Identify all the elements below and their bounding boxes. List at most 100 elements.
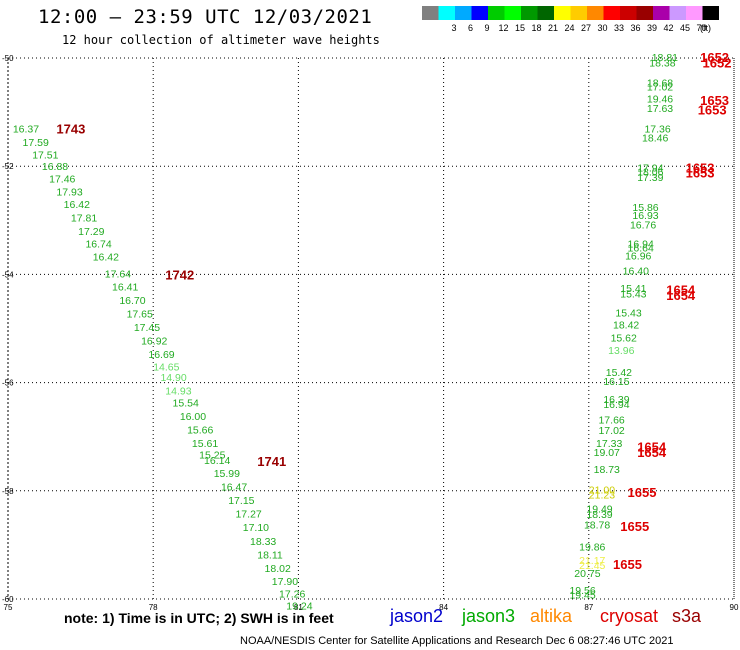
satellite-name: cryosat: [600, 606, 659, 626]
wave-height-label: 15.62: [611, 333, 637, 345]
wave-height-label: 15.61: [192, 438, 218, 450]
wave-height-label: 16.94: [628, 239, 654, 251]
legend-label: 70: [696, 23, 706, 33]
lat-tick-label: -50: [2, 54, 14, 63]
track-number-label: 1653: [700, 93, 729, 108]
legend-swatch: [521, 6, 538, 20]
lat-tick-label: -52: [2, 162, 14, 171]
wave-height-label: 19.49: [586, 504, 612, 516]
page-title: 12:00 – 23:59 UTC 12/03/2021: [38, 6, 373, 28]
legend-label: 33: [614, 23, 624, 33]
track-number-label: 1652: [700, 50, 729, 65]
legend-swatch: [554, 6, 571, 20]
wave-height-label: 17.39: [637, 172, 663, 184]
wave-height-label: 17.15: [228, 495, 254, 507]
legend-label: 3: [451, 23, 456, 33]
legend-swatch: [669, 6, 686, 20]
wave-height-label: 16.15: [603, 376, 629, 388]
wave-height-label: 18.39: [586, 509, 612, 521]
wave-height-label: 17.33: [596, 438, 622, 450]
legend-swatch: [702, 6, 719, 20]
legend-unit: (ft): [700, 23, 711, 33]
wave-height-label: 17.59: [23, 137, 49, 149]
track-number-label: 1655: [628, 485, 657, 500]
wave-height-label: 17.10: [243, 522, 269, 534]
wave-height-label: 17.65: [127, 308, 153, 320]
wave-height-label: 15.54: [173, 398, 199, 410]
track-number-label: 1653: [686, 166, 715, 181]
lon-tick-label: 87: [584, 603, 593, 610]
wave-height-label: 16.70: [119, 295, 145, 307]
wave-height-label: 18.73: [594, 464, 620, 476]
wave-height-label: 15.25: [199, 450, 225, 462]
wave-height-label: 18.06: [637, 167, 663, 179]
legend-swatch: [653, 6, 670, 20]
wave-height-label: 18.38: [649, 57, 675, 69]
wave-height-label: 16.74: [85, 239, 111, 251]
legend-swatch: [570, 6, 587, 20]
legend-swatch: [471, 6, 488, 20]
map-frame: [7, 57, 735, 600]
wave-height-label: 16.40: [623, 266, 649, 278]
lat-tick-label: -60: [2, 595, 14, 604]
wave-height-label: 17.45: [134, 322, 160, 334]
wave-height-label: 17.90: [272, 576, 298, 588]
lat-tick-label: -58: [2, 487, 14, 496]
wave-height-label: 17.94: [637, 162, 663, 174]
satellite-name: altika: [530, 606, 573, 626]
wave-height-label: 21.17: [579, 555, 605, 567]
legend-label: 24: [564, 23, 574, 33]
legend-label: 27: [581, 23, 591, 33]
track-number-label: 1652: [703, 55, 732, 70]
wave-height-label: 21.23: [589, 490, 615, 502]
lat-tick-label: -56: [2, 379, 14, 388]
legend-swatch: [455, 6, 472, 20]
color-legend: 3 6 9 12 15 18 21 24 27 30 33 36 39 42 45 70(ft): [422, 6, 719, 33]
track-number-label: 1654: [666, 288, 696, 303]
wave-height-label: 17.46: [49, 174, 75, 186]
wave-height-label: 16.94: [603, 399, 629, 411]
wave-height-label: 18.78: [584, 519, 610, 531]
wave-height-label: 17.64: [105, 268, 131, 280]
wave-height-label: 16.00: [180, 411, 206, 423]
wave-height-label: 16.14: [204, 455, 230, 467]
legend-label: 9: [484, 23, 489, 33]
wave-height-label: 16.39: [603, 394, 629, 406]
wave-height-label: 15.86: [632, 202, 658, 214]
legend-label: 15: [515, 23, 525, 33]
wave-height-label: 15.66: [187, 425, 213, 437]
wave-height-label: 16.69: [148, 349, 174, 361]
track-number-label: 1655: [620, 519, 649, 534]
legend-swatch: [438, 6, 455, 20]
wave-height-label: 14.93: [165, 386, 191, 398]
wave-height-label: 18.42: [613, 320, 639, 332]
wave-height-label: 21.45: [579, 560, 605, 572]
legend-swatch: [620, 6, 637, 20]
lon-tick-label: 78: [149, 603, 158, 610]
wave-height-label: 19.45: [569, 590, 595, 602]
wave-height-label: 16.88: [42, 161, 68, 173]
legend-label: 36: [630, 23, 640, 33]
wave-height-label: 14.65: [153, 361, 179, 373]
track-number-label: 1742: [165, 267, 194, 282]
wave-height-label: 18.02: [265, 563, 291, 575]
wave-height-label: 17.26: [279, 589, 305, 601]
legend-swatch: [488, 6, 505, 20]
lon-tick-label: 84: [439, 603, 448, 610]
satellite-name: s3a: [672, 606, 702, 626]
satellite-name: jason2: [390, 606, 444, 626]
wave-height-label: 15.41: [620, 283, 646, 295]
legend-label: 45: [680, 23, 690, 33]
legend-swatch: [587, 6, 604, 20]
wave-height-label: 19.86: [579, 542, 605, 554]
wave-height-label: 16.76: [630, 220, 656, 232]
wave-height-label: 17.93: [56, 187, 82, 199]
legend-label: 42: [663, 23, 673, 33]
legend-label: 21: [548, 23, 558, 33]
wave-height-label: 18.68: [647, 77, 673, 89]
wave-height-label: 16.41: [112, 281, 138, 293]
page-subtitle: 12 hour collection of altimeter wave hei…: [62, 33, 380, 47]
legend-label: 6: [468, 23, 473, 33]
wave-height-label: 14.90: [160, 372, 186, 384]
wave-height-label: 18.46: [642, 133, 668, 145]
